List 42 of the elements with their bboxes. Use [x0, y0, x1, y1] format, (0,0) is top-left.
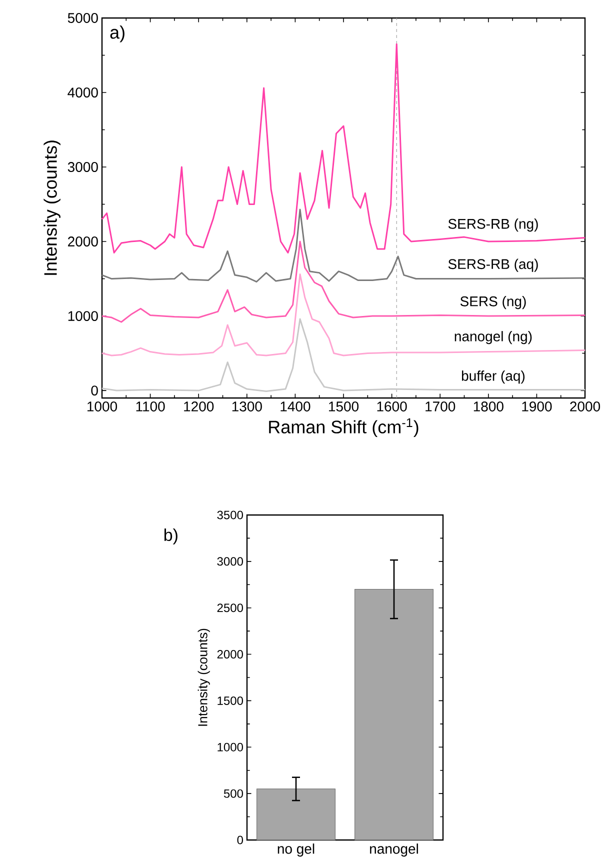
x-tick-label: 1300 — [232, 402, 262, 412]
x-tick-label: 1500 — [328, 402, 359, 412]
y-tick-label: 3000 — [217, 557, 243, 566]
y-axis-title: Intensity (counts) — [44, 140, 60, 275]
x-tick-label: no gel — [278, 844, 314, 857]
annotation: a) — [110, 26, 124, 42]
series-label: buffer (aq) — [462, 370, 525, 384]
line-series — [101, 240, 586, 323]
y-axis-title: Intensity (counts) — [198, 628, 210, 726]
y-tick-label: 500 — [224, 789, 243, 798]
y-tick-label: 2000 — [68, 236, 98, 246]
x-tick-label: 1000 — [87, 402, 118, 412]
x-tick-label: 1900 — [522, 402, 552, 412]
x-tick-label: 1600 — [377, 402, 407, 412]
y-tick-label: 2000 — [217, 650, 243, 659]
series-label: nanogel (ng) — [454, 331, 532, 344]
y-tick-label: 2500 — [217, 604, 243, 612]
series-label: SERS-RB (aq) — [448, 258, 538, 272]
text: b) — [164, 528, 178, 544]
x-tick-label: 1200 — [184, 402, 214, 412]
x-tick-label: 1800 — [474, 402, 504, 412]
line-series — [101, 318, 586, 392]
x-tick-label: 1400 — [280, 402, 310, 412]
y-tick-label: 0 — [91, 386, 98, 396]
series-label: SERS-RB (ng) — [448, 218, 538, 232]
y-tick-label: 4000 — [68, 88, 98, 98]
y-tick-label: 1000 — [68, 311, 98, 321]
x-tick-label: nanogel — [370, 844, 418, 857]
series-label: SERS (ng) — [460, 296, 526, 310]
y-tick-label: 1500 — [218, 696, 243, 705]
x-tick-label: 1100 — [136, 402, 165, 412]
line-series — [101, 208, 586, 283]
y-tick-label: 3000 — [68, 162, 98, 172]
x-axis-title: Raman Shift (cm$^{-1}$) — [269, 418, 418, 437]
y-tick-label: 3500 — [217, 510, 243, 520]
line-series — [101, 43, 586, 254]
y-tick-label: 1000 — [218, 742, 243, 752]
line-series — [101, 274, 586, 356]
y-tick-label: 0 — [237, 836, 244, 844]
x-tick-label: 2000 — [570, 402, 600, 412]
x-tick-label: 1700 — [426, 402, 456, 412]
y-tick-label: 5000 — [68, 13, 98, 23]
